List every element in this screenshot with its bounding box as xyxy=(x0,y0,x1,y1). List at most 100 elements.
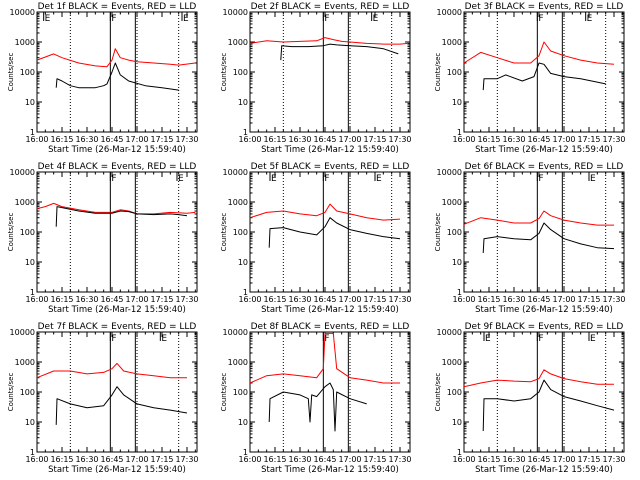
y-tick-label: 1 xyxy=(30,448,35,457)
x-tick-label: 17:30 xyxy=(602,455,625,464)
series-line-red-lld xyxy=(463,210,614,226)
y-axis-label: Counts/sec xyxy=(434,373,442,412)
series-line-black-events xyxy=(482,62,606,91)
x-axis-label: Start Time (26-Mar-12 15:59:40) xyxy=(261,305,399,315)
y-tick-label: 1 xyxy=(457,128,462,137)
x-tick-label: 17:00 xyxy=(125,135,148,144)
plot-frame xyxy=(463,331,625,453)
y-axis-label: Counts/sec xyxy=(7,373,15,412)
x-tick-label: 17:00 xyxy=(552,135,575,144)
x-tick-label: 16:30 xyxy=(288,135,311,144)
marker-label: E xyxy=(161,334,167,344)
y-axis-label: Counts/sec xyxy=(220,53,228,92)
x-tick-label: 17:30 xyxy=(388,135,411,144)
x-tick-label: 16:30 xyxy=(288,455,311,464)
y-tick-label: 1 xyxy=(30,288,35,297)
marker-label: F xyxy=(324,174,329,184)
plot-frame xyxy=(249,11,411,133)
x-tick-label: 16:30 xyxy=(502,455,525,464)
plot-frame xyxy=(249,171,411,293)
x-tick-label: 16:00 xyxy=(238,455,261,464)
x-tick-label: 17:30 xyxy=(602,295,625,304)
x-axis-label: Start Time (26-Mar-12 15:59:40) xyxy=(48,465,186,475)
y-tick-label: 10 xyxy=(25,418,35,427)
x-tick-label: 17:30 xyxy=(175,135,198,144)
x-tick-label: 16:00 xyxy=(452,455,475,464)
y-tick-label: 100 xyxy=(447,68,462,77)
marker-label: F xyxy=(111,174,116,184)
y-tick-label: 10000 xyxy=(223,328,248,337)
x-tick-label: 16:45 xyxy=(527,295,550,304)
marker-label: E xyxy=(373,14,379,24)
x-tick-label: 16:45 xyxy=(313,135,336,144)
series-line-red-lld xyxy=(249,37,409,45)
chart-title: Det 1f BLACK = Events, RED = LLD xyxy=(38,2,197,12)
plot-frame xyxy=(463,11,625,133)
x-tick-label: 16:30 xyxy=(75,455,98,464)
plot-frame xyxy=(36,331,198,453)
y-tick-label: 10000 xyxy=(437,328,462,337)
y-tick-label: 10 xyxy=(238,258,248,267)
series-line-black-events xyxy=(280,43,399,61)
y-tick-label: 10000 xyxy=(223,8,248,17)
x-tick-label: 17:15 xyxy=(150,455,173,464)
x-axis-label: Start Time (26-Mar-12 15:59:40) xyxy=(261,465,399,475)
y-tick-label: 1000 xyxy=(442,198,462,207)
y-tick-label: 10000 xyxy=(437,168,462,177)
series-line-red-lld xyxy=(249,203,401,221)
y-tick-label: 100 xyxy=(20,388,35,397)
chart-title: Det 7f BLACK = Events, RED = LLD xyxy=(38,322,197,332)
chart-title: Det 5f BLACK = Events, RED = LLD xyxy=(251,162,410,172)
x-tick-label: 17:15 xyxy=(363,135,386,144)
plot-frame xyxy=(249,331,411,453)
marker-label: F xyxy=(111,334,116,344)
series-line-red-lld xyxy=(463,369,614,388)
series-line-red-lld xyxy=(249,332,400,384)
x-tick-label: 17:00 xyxy=(552,295,575,304)
y-tick-label: 1 xyxy=(243,128,248,137)
series-line-red-lld xyxy=(463,41,615,65)
x-axis-label: Start Time (26-Mar-12 15:59:40) xyxy=(48,305,186,315)
x-tick-label: 17:30 xyxy=(602,135,625,144)
y-axis-label: Counts/sec xyxy=(434,53,442,92)
series-line-red-lld xyxy=(36,362,187,379)
y-tick-label: 10 xyxy=(238,98,248,107)
series-line-black-events xyxy=(55,206,188,227)
x-tick-label: 17:15 xyxy=(577,295,600,304)
marker-label: F xyxy=(538,174,543,184)
x-tick-label: 17:15 xyxy=(363,295,386,304)
y-tick-label: 100 xyxy=(20,228,35,237)
x-tick-label: 17:00 xyxy=(338,135,361,144)
chart-title: Det 2f BLACK = Events, RED = LLD xyxy=(251,2,410,12)
y-tick-label: 100 xyxy=(233,68,248,77)
x-tick-label: 17:15 xyxy=(150,295,173,304)
x-tick-label: 17:30 xyxy=(388,295,411,304)
y-tick-label: 1000 xyxy=(15,358,35,367)
x-tick-label: 16:00 xyxy=(452,295,475,304)
y-tick-label: 100 xyxy=(233,228,248,237)
x-tick-label: 17:00 xyxy=(338,455,361,464)
y-tick-label: 10000 xyxy=(10,168,35,177)
marker-label: E xyxy=(590,334,596,344)
marker-label: E xyxy=(178,174,184,184)
y-tick-label: 100 xyxy=(20,68,35,77)
y-tick-label: 1000 xyxy=(228,198,248,207)
y-tick-label: 1 xyxy=(243,288,248,297)
y-tick-label: 10 xyxy=(452,258,462,267)
series-line-black-events xyxy=(268,382,367,432)
plot-frame xyxy=(463,171,625,293)
x-tick-label: 16:45 xyxy=(313,455,336,464)
x-tick-label: 16:15 xyxy=(263,135,286,144)
y-tick-label: 10000 xyxy=(10,8,35,17)
marker-label: F xyxy=(111,14,116,24)
x-tick-label: 16:45 xyxy=(100,455,123,464)
x-tick-label: 17:00 xyxy=(552,455,575,464)
x-tick-label: 16:45 xyxy=(527,135,550,144)
x-axis-label: Start Time (26-Mar-12 15:59:40) xyxy=(475,145,613,155)
chart-title: Det 4f BLACK = Events, RED = LLD xyxy=(38,162,197,172)
x-axis-label: Start Time (26-Mar-12 15:59:40) xyxy=(475,465,613,475)
